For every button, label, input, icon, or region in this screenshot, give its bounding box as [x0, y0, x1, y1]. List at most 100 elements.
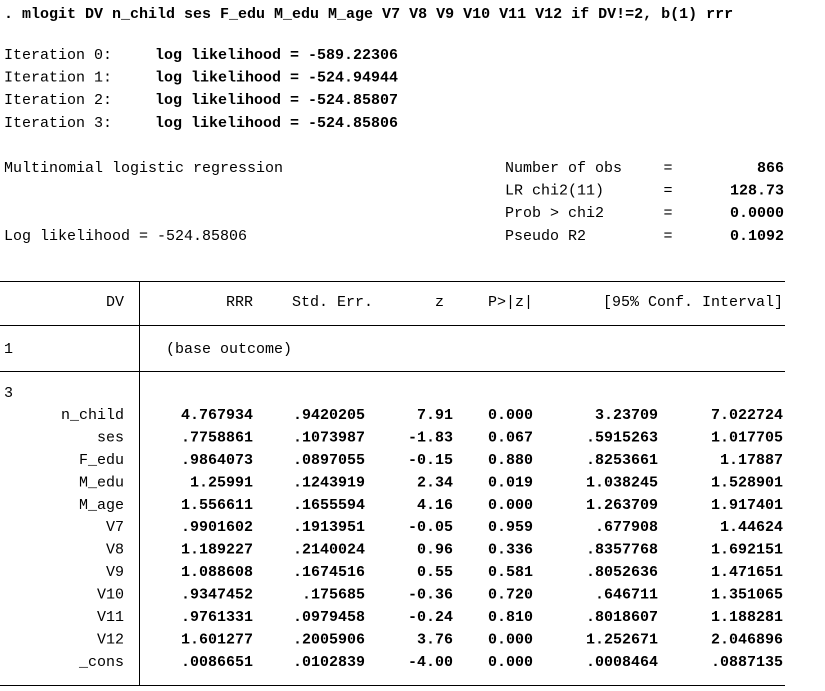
- row-label: F_edu: [79, 452, 124, 469]
- cell: 2.34: [417, 474, 453, 491]
- cell: .0897055: [293, 452, 365, 469]
- cell: 0.96: [417, 542, 453, 559]
- cell: -1.83: [408, 429, 453, 446]
- stat-value: 128.73: [730, 183, 784, 200]
- cell: 7.022724: [711, 407, 783, 424]
- cell: .9761331: [181, 609, 253, 626]
- cell: 0.55: [417, 564, 453, 581]
- cell: .8357768: [586, 542, 658, 559]
- cell: 1.188281: [711, 609, 783, 626]
- cell: .1243919: [293, 474, 365, 491]
- cell: .0086651: [181, 654, 253, 671]
- stat-label: LR chi2(11): [505, 183, 604, 200]
- cell: -0.05: [408, 519, 453, 536]
- cell: 1.17887: [720, 452, 783, 469]
- cell: .9420205: [293, 407, 365, 424]
- cell: .1674516: [293, 564, 365, 581]
- cell: .2005906: [293, 631, 365, 648]
- cell: .677908: [595, 519, 658, 536]
- cell: 1.351065: [711, 587, 783, 604]
- column-header: z: [435, 294, 444, 311]
- cell: 0.019: [488, 474, 533, 491]
- cell: .5915263: [586, 429, 658, 446]
- cell: 0.720: [488, 587, 533, 604]
- cell: 1.088608: [181, 564, 253, 581]
- row-label: V12: [97, 631, 124, 648]
- cell: 1.471651: [711, 564, 783, 581]
- command: . mlogit DV n_child ses F_edu M_edu M_ag…: [4, 6, 733, 23]
- cell: .8052636: [586, 564, 658, 581]
- stat-label: Pseudo R2: [505, 228, 586, 245]
- row-label: _cons: [78, 654, 124, 671]
- cell: -0.24: [408, 609, 453, 626]
- cell: 4.16: [417, 497, 453, 514]
- cell: .0102839: [293, 654, 365, 671]
- cell: .0979458: [293, 609, 365, 626]
- row-label: M_edu: [79, 474, 124, 491]
- cell: .1655594: [293, 497, 365, 514]
- model-title: Multinomial logistic regression: [4, 160, 283, 177]
- row-label: V11: [97, 609, 124, 626]
- cell: 1.44624: [720, 519, 783, 536]
- cell: .646711: [595, 587, 658, 604]
- base-group: 1: [4, 341, 13, 358]
- column-header: Std. Err.: [292, 294, 373, 311]
- iteration-label: Iteration 0:: [4, 47, 112, 64]
- cell: 0.880: [488, 452, 533, 469]
- cell: 0.959: [488, 519, 533, 536]
- iteration-text: log likelihood = -589.22306: [155, 47, 398, 64]
- cell: 1.692151: [711, 542, 783, 559]
- cell: 1.556611: [181, 497, 253, 514]
- iteration-label: Iteration 3:: [4, 115, 112, 132]
- cell: 1.601277: [181, 631, 253, 648]
- cell: 0.000: [488, 497, 533, 514]
- cell: 0.000: [488, 631, 533, 648]
- cell: .1073987: [293, 429, 365, 446]
- row-label: V9: [106, 564, 124, 581]
- row-label: V7: [106, 519, 124, 536]
- stat-value: 866: [757, 160, 784, 177]
- cell: .7758861: [181, 429, 253, 446]
- row-label: M_age: [79, 497, 124, 514]
- stat-sign: =: [663, 183, 672, 200]
- stat-sign: =: [663, 160, 672, 177]
- cell: .8253661: [586, 452, 658, 469]
- cell: 7.91: [417, 407, 453, 424]
- cell: 1.528901: [711, 474, 783, 491]
- iteration-label: Iteration 2:: [4, 92, 112, 109]
- cell: 0.810: [488, 609, 533, 626]
- cell: .0887135: [711, 654, 783, 671]
- cell: .2140024: [293, 542, 365, 559]
- column-header: P>|z|: [488, 294, 533, 311]
- stat-sign: =: [663, 228, 672, 245]
- stat-value: 0.0000: [730, 205, 784, 222]
- cell: 1.263709: [586, 497, 658, 514]
- cell: 0.000: [488, 407, 533, 424]
- stat-value: 0.1092: [730, 228, 784, 245]
- cell: .9347452: [181, 587, 253, 604]
- cell: -0.36: [408, 587, 453, 604]
- stat-label: Number of obs: [505, 160, 622, 177]
- cell: 3.23709: [595, 407, 658, 424]
- cell: 0.581: [488, 564, 533, 581]
- row-label: ses: [97, 429, 124, 446]
- cell: 0.067: [488, 429, 533, 446]
- stat-sign: =: [663, 205, 672, 222]
- cell: 0.000: [488, 654, 533, 671]
- cell: .0008464: [586, 654, 658, 671]
- cell: .9864073: [181, 452, 253, 469]
- cell: 1.038245: [586, 474, 658, 491]
- cell: 1.189227: [181, 542, 253, 559]
- cell: .1913951: [293, 519, 365, 536]
- cell: 1.252671: [586, 631, 658, 648]
- log-likelihood: Log likelihood = -524.85806: [4, 228, 247, 245]
- cell: -0.15: [408, 452, 453, 469]
- column-header: DV: [106, 294, 124, 311]
- cell: .175685: [302, 587, 365, 604]
- cell: 1.917401: [711, 497, 783, 514]
- stat-label: Prob > chi2: [505, 205, 604, 222]
- row-label: V8: [106, 542, 124, 559]
- row-label: V10: [97, 587, 124, 604]
- cell: 1.017705: [711, 429, 783, 446]
